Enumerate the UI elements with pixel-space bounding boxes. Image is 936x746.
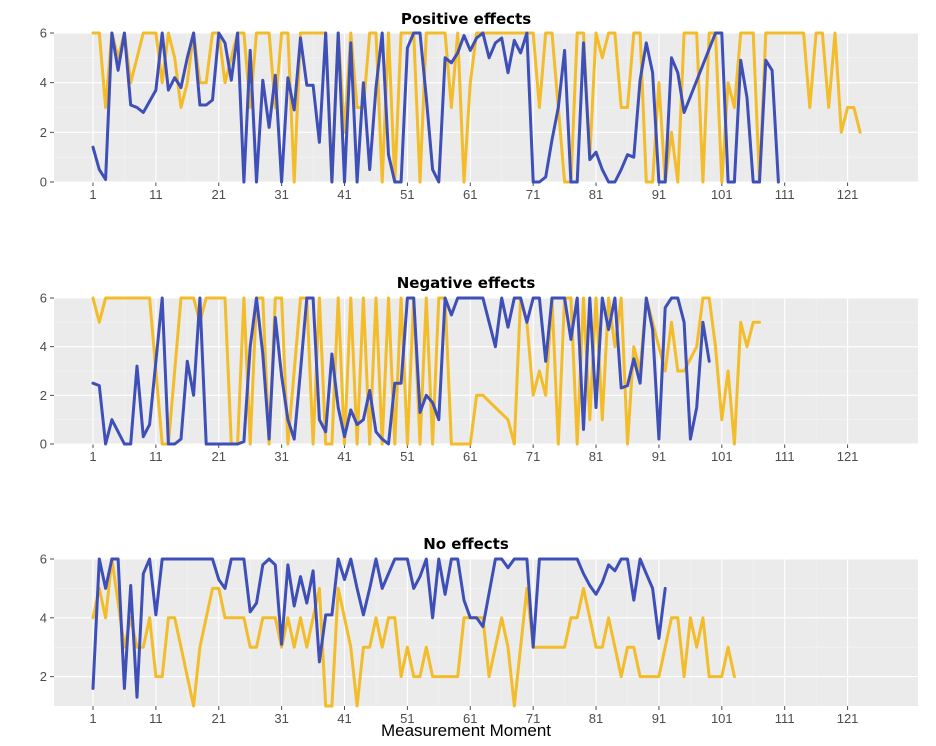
x-tick-label: 41 bbox=[337, 187, 351, 202]
y-tick-label: 0 bbox=[40, 175, 47, 190]
y-tick-label: 2 bbox=[40, 125, 47, 140]
x-tick-label: 51 bbox=[400, 449, 414, 464]
x-tick-label: 81 bbox=[589, 187, 603, 202]
x-tick-label: 31 bbox=[274, 187, 288, 202]
x-tick-label: 31 bbox=[274, 711, 288, 726]
y-tick-label: 6 bbox=[40, 26, 47, 41]
x-axis-label: Measurement Moment bbox=[381, 721, 551, 740]
chart-title: No effects bbox=[423, 535, 509, 553]
x-tick-label: 51 bbox=[400, 187, 414, 202]
x-tick-label: 101 bbox=[711, 449, 733, 464]
x-tick-label: 1 bbox=[89, 711, 96, 726]
x-tick-label: 101 bbox=[711, 711, 733, 726]
x-tick-label: 121 bbox=[837, 449, 859, 464]
y-tick-label: 2 bbox=[40, 669, 47, 684]
x-tick-label: 21 bbox=[212, 187, 226, 202]
x-tick-label: 41 bbox=[337, 711, 351, 726]
x-tick-label: 111 bbox=[775, 187, 795, 202]
x-tick-label: 11 bbox=[149, 711, 163, 726]
y-tick-label: 6 bbox=[40, 552, 47, 567]
x-tick-label: 1 bbox=[89, 187, 96, 202]
x-tick-label: 91 bbox=[652, 449, 666, 464]
y-tick-label: 0 bbox=[40, 437, 47, 452]
y-tick-label: 4 bbox=[40, 339, 47, 354]
x-tick-label: 61 bbox=[463, 187, 477, 202]
x-tick-label: 21 bbox=[212, 449, 226, 464]
x-tick-label: 81 bbox=[589, 711, 603, 726]
x-tick-label: 61 bbox=[463, 449, 477, 464]
x-tick-label: 71 bbox=[526, 187, 540, 202]
chart-title: Negative effects bbox=[397, 274, 536, 292]
y-tick-label: 4 bbox=[40, 75, 47, 90]
x-tick-label: 71 bbox=[526, 449, 540, 464]
x-tick-label: 11 bbox=[149, 449, 163, 464]
chart-panel-positive-effects: 1 11 21 31 41 51 61 71 81 91 101 111 1210246Positive… bbox=[40, 10, 918, 202]
y-tick-label: 6 bbox=[40, 291, 47, 306]
x-tick-label: 41 bbox=[337, 449, 351, 464]
plot-background bbox=[54, 559, 918, 706]
chart-panel-negative-effects: 1 11 21 31 41 51 61 71 81 91 101 111 1210246Negative… bbox=[40, 274, 918, 464]
x-tick-label: 81 bbox=[589, 449, 603, 464]
y-tick-label: 2 bbox=[40, 388, 47, 403]
x-tick-label: 31 bbox=[274, 449, 288, 464]
x-tick-label: 91 bbox=[652, 187, 666, 202]
x-tick-label: 11 bbox=[149, 187, 163, 202]
y-tick-label: 4 bbox=[40, 610, 47, 625]
x-tick-label: 111 bbox=[775, 449, 795, 464]
x-tick-label: 121 bbox=[837, 187, 859, 202]
x-tick-label: 91 bbox=[652, 711, 666, 726]
x-tick-label: 111 bbox=[775, 711, 795, 726]
x-tick-label: 101 bbox=[711, 187, 733, 202]
x-tick-label: 1 bbox=[89, 449, 96, 464]
x-tick-label: 21 bbox=[212, 711, 226, 726]
chart-title: Positive effects bbox=[401, 10, 531, 28]
x-tick-label: 121 bbox=[837, 711, 859, 726]
